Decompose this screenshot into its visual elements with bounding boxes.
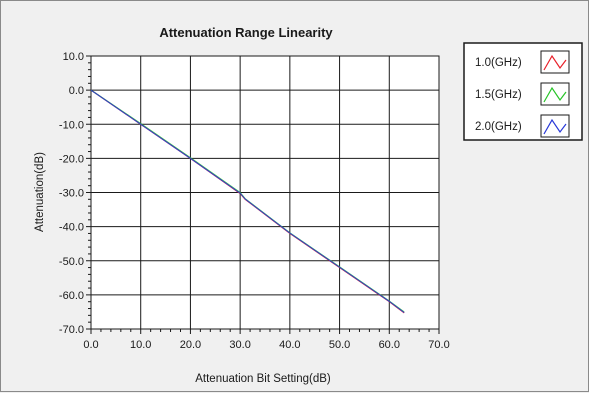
y-tick-label: -20.0 — [59, 153, 84, 165]
x-tick-label: 0.0 — [83, 339, 98, 351]
x-tick-label: 70.0 — [428, 339, 449, 351]
y-tick-label: -50.0 — [59, 256, 84, 268]
y-tick-label: 10.0 — [63, 51, 84, 63]
x-tick-label: 60.0 — [379, 339, 400, 351]
y-tick-label: -60.0 — [59, 290, 84, 302]
legend-label: 1.0(GHz) — [475, 57, 522, 69]
x-axis-label: Attenuation Bit Setting(dB) — [195, 373, 331, 385]
legend-swatch-line — [543, 86, 567, 103]
y-tick-label: -10.0 — [59, 119, 84, 131]
legend-label: 1.5(GHz) — [475, 89, 522, 101]
y-axis-label: Attenuation(dB) — [34, 152, 46, 232]
legend: 1.0(GHz) 1.5(GHz) 2.0(GHz) — [463, 42, 583, 141]
y-tick-label: -30.0 — [59, 188, 84, 200]
y-tick-label: -70.0 — [59, 324, 84, 336]
legend-swatch-box — [540, 82, 570, 106]
x-tick-label: 20.0 — [180, 339, 201, 351]
chart-title: Attenuation Range Linearity — [159, 25, 333, 40]
x-tick-label: 10.0 — [130, 339, 151, 351]
legend-swatch-box — [540, 114, 570, 138]
x-tick-label: 30.0 — [229, 339, 250, 351]
series-line-3 — [90, 89, 405, 314]
legend-swatch-line — [543, 54, 567, 71]
x-tick-label: 50.0 — [329, 339, 350, 351]
legend-swatch-box — [540, 50, 570, 74]
x-tick-label: 40.0 — [279, 339, 300, 351]
y-tick-label: 0.0 — [69, 85, 84, 97]
legend-label: 2.0(GHz) — [475, 121, 522, 133]
legend-swatch-line — [543, 118, 567, 135]
y-tick-label: -40.0 — [59, 222, 84, 234]
